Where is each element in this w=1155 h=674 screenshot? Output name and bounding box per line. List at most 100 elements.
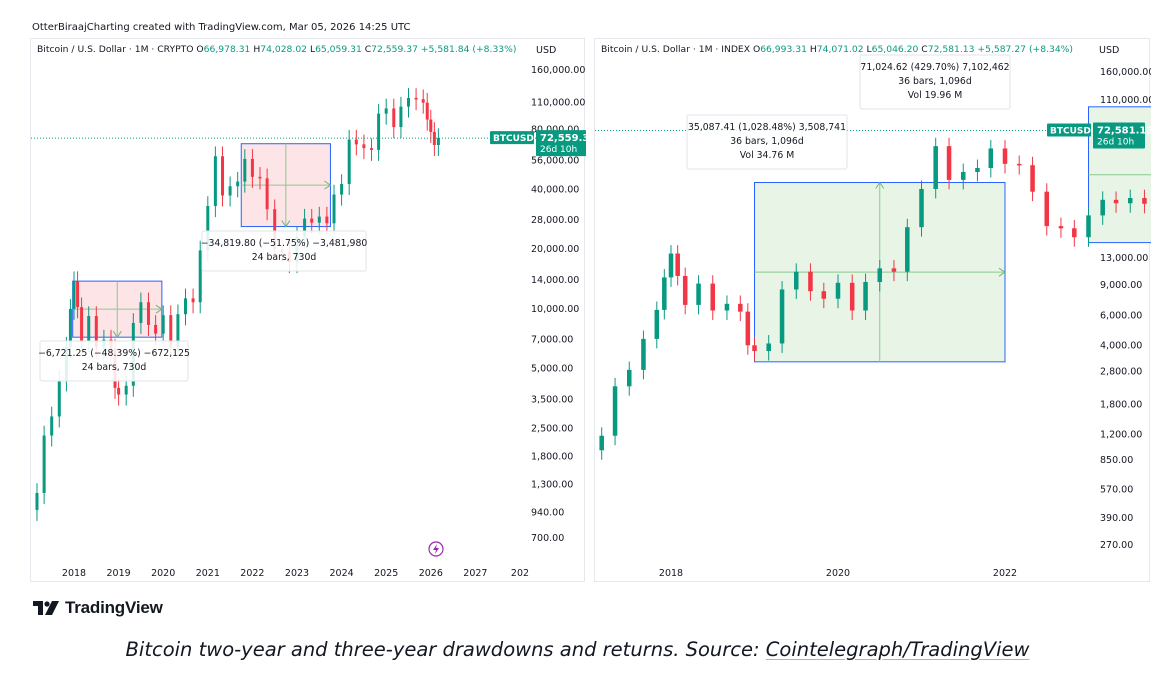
candle-body [76, 281, 80, 308]
candle-body [682, 275, 688, 305]
candle-body [407, 97, 410, 107]
candle-body [87, 316, 91, 341]
x-tick-label: 2022 [993, 568, 1017, 579]
candle-body [206, 206, 210, 251]
candle-body [626, 369, 632, 387]
chart-panel-index[interactable]: 160,000.00110,000.0046,000.0031,000.0021… [594, 38, 1151, 583]
high-label: H [253, 44, 261, 55]
open-value: 66,978.31 [203, 44, 251, 55]
candle-body [317, 216, 321, 223]
candle-body [243, 158, 247, 182]
figure-caption: Bitcoin two-year and three-year drawdown… [0, 638, 1155, 661]
candle-body [250, 158, 254, 177]
candle-body [265, 178, 269, 210]
y-tick-label: 160,000.00 [531, 65, 585, 76]
candle-layer [599, 137, 1147, 460]
y-tick-label: 270.00 [1100, 540, 1133, 551]
caption-source-link[interactable]: Cointelegraph/TradingView [765, 638, 1030, 661]
three-year-return-2023-card-line: Vol 19.96 M [908, 90, 962, 101]
candle-body [191, 298, 195, 303]
candle-body [975, 167, 980, 172]
change-value: +5,587.27 (+8.34%) [977, 44, 1073, 55]
candle-body [1100, 199, 1105, 216]
two-year-drawdown-2022-card-line: 24 bars, 730d [252, 252, 317, 263]
candle-body [1044, 191, 1050, 227]
candle-body [877, 268, 883, 282]
y-tick-label: 7,000.00 [531, 335, 573, 346]
candle-body [821, 291, 827, 299]
low-label: L [866, 44, 872, 55]
symbol-tag [1047, 123, 1091, 137]
candle-body [1072, 228, 1077, 238]
candle-body [905, 227, 910, 272]
candle-body [849, 282, 855, 311]
candle-body [228, 186, 232, 196]
candle-body [675, 253, 680, 276]
y-tick-label: 940.00 [531, 508, 564, 519]
y-tick-label: 850.00 [1100, 455, 1133, 466]
candle-body [641, 338, 646, 370]
candle-body [176, 314, 180, 348]
two-year-drawdown-2018-card [39, 340, 189, 382]
y-tick-label: 1,800.00 [1100, 399, 1142, 410]
candle-body [738, 303, 743, 312]
candle-body [1086, 215, 1091, 238]
candle-body [808, 271, 813, 292]
candle-body [273, 209, 277, 250]
x-tick-label: 2020 [151, 568, 175, 579]
event-lightning-icon[interactable] [428, 541, 444, 557]
price-tag [1093, 122, 1145, 149]
y-tick-label: 1,800.00 [531, 452, 573, 463]
low-value: 65,059.31 [315, 44, 362, 55]
two-year-drawdown-2022-arrow-down [281, 220, 291, 228]
candle-body [362, 144, 366, 149]
candle-body [169, 315, 173, 348]
candle-body [1058, 226, 1064, 229]
high-value: 74,028.02 [260, 44, 308, 55]
y-tick-label: 390.00 [1100, 513, 1133, 524]
close-label: C [364, 44, 372, 55]
caption-text: Bitcoin two-year and three-year drawdown… [125, 638, 766, 661]
tradingview-logo[interactable]: TradingView [33, 598, 163, 618]
candle-body [35, 493, 39, 510]
candle-body [221, 156, 225, 196]
two-year-drawdown-2018-arrow-down [112, 330, 122, 339]
candle-body [752, 345, 757, 352]
chart-panel-crypto[interactable]: 160,000.00110,000.0080,000.0056,000.0040… [30, 38, 586, 583]
candle-body [724, 303, 730, 311]
y-tick-label: 14,000.00 [531, 275, 579, 286]
price-tag [536, 130, 586, 157]
candle-body [1016, 163, 1022, 166]
candle-body [863, 281, 868, 311]
price-tag-countdown: 26d 10h [1097, 138, 1134, 148]
x-tick-label: 2018 [659, 568, 683, 579]
high-value: 74,071.02 [816, 44, 864, 55]
candle-body [68, 308, 72, 347]
candle-body [668, 253, 674, 278]
y-tick-label: 2,800.00 [1100, 367, 1142, 378]
candle-body [960, 171, 966, 180]
y-tick-label: 10,000.00 [531, 304, 579, 315]
chart-canvas-crypto[interactable]: 160,000.00110,000.0080,000.0056,000.0040… [31, 39, 586, 583]
x-tick-label: 2019 [107, 568, 131, 579]
candle-body [354, 139, 358, 145]
y-tick-label: 570.00 [1100, 485, 1133, 496]
chart-header-index: Bitcoin / U.S. Dollar · 1M · INDEX O66,9… [601, 44, 1073, 55]
candle-body [599, 435, 604, 451]
candle-body [236, 181, 240, 187]
three-year-return-2023-card-line: 71,024.62 (429.70%) 7,102,462 [860, 62, 1009, 73]
three-year-return-2019-arrow-up [875, 181, 885, 189]
x-tick-label: 2018 [62, 568, 86, 579]
candle-body [919, 188, 924, 228]
candle-body [421, 99, 425, 103]
three-year-return-2023-card-line: 36 bars, 1,096d [898, 76, 972, 87]
tradingview-logo-text: TradingView [65, 598, 163, 617]
y-tick-label: 20,000.00 [531, 244, 579, 255]
chart-canvas-index[interactable]: 160,000.00110,000.0046,000.0031,000.0021… [595, 39, 1151, 583]
y-tick-label: 110,000.00 [1100, 95, 1151, 106]
chart-header-crypto: Bitcoin / U.S. Dollar · 1M · CRYPTO O66,… [37, 44, 516, 55]
y-tick-label: 6,000.00 [1100, 310, 1142, 321]
chart-attribution: OtterBiraajCharting created with Trading… [32, 22, 411, 33]
candle-body [399, 106, 403, 128]
candle-body [425, 102, 429, 120]
